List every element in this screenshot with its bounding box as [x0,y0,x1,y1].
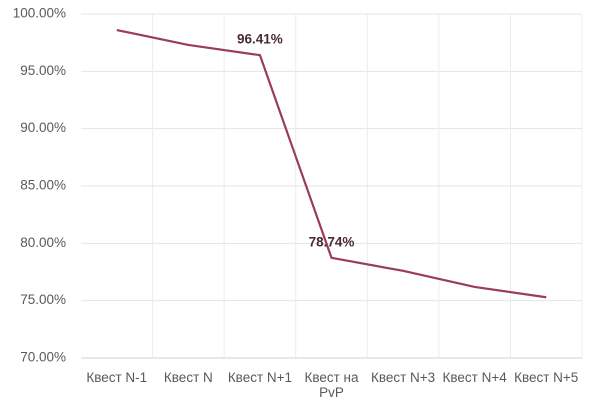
x-tick-label: Квест N+3 [370,370,436,385]
x-tick-label: Квест N+1 [227,370,293,385]
data-label: 78.74% [309,234,355,249]
x-tick-label: Квест N+4 [442,370,507,385]
x-tick-label: Квест N+5 [514,370,579,385]
y-tick-label: 90.00% [20,120,66,135]
y-tick-label: 85.00% [20,178,66,193]
x-tick-label: Квест N-1 [86,370,148,385]
y-tick-label: 70.00% [20,350,66,365]
x-tick-label: Квест на PvP [304,370,359,400]
y-tick-label: 80.00% [20,235,66,250]
data-label: 96.41% [237,32,283,47]
y-tick-label: 75.00% [20,292,66,307]
x-tick-label: Квест N [163,370,213,385]
y-tick-label: 95.00% [20,63,66,78]
y-tick-label: 100.00% [13,6,66,21]
line [116,28,547,299]
